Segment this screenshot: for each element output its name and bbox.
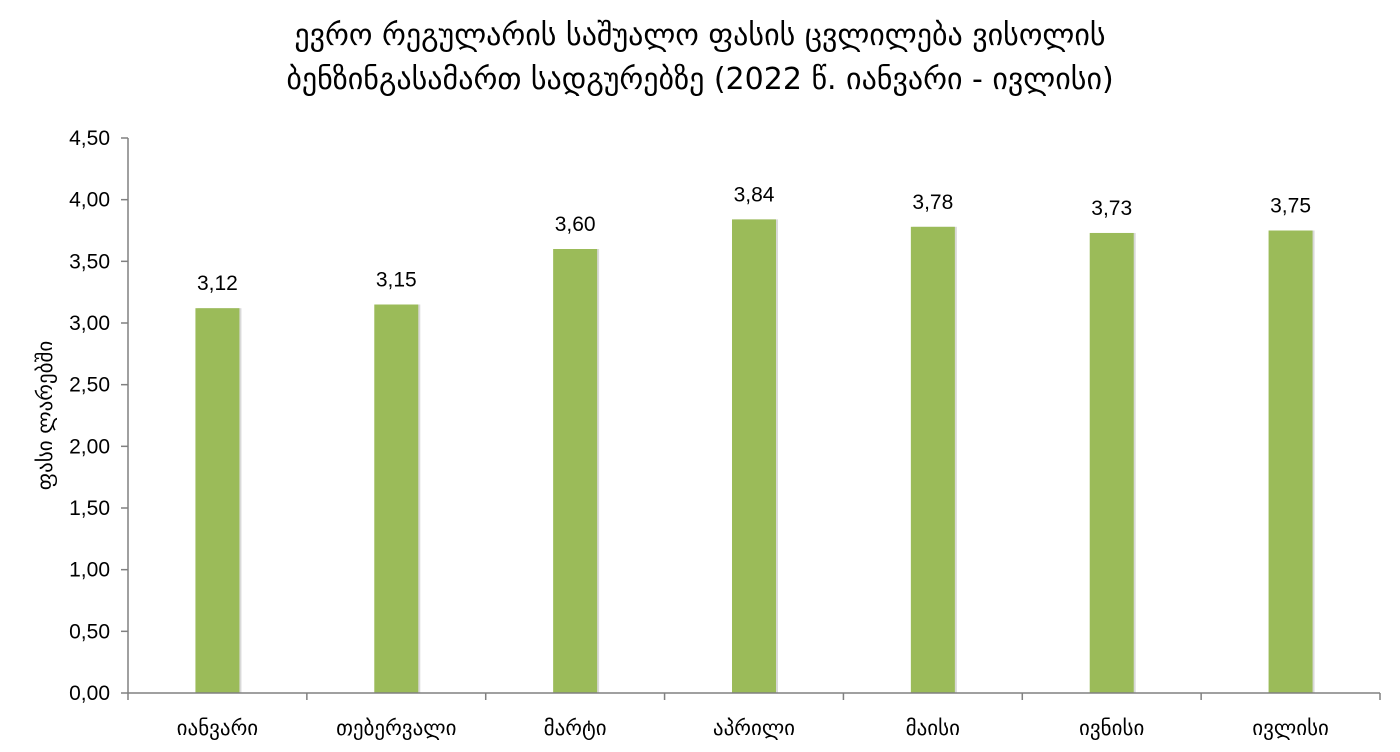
y-tick-label: 3,00 [69,312,110,335]
data-label: 3,78 [912,191,953,214]
category-label: მაისი [906,716,960,740]
bars: 3,12 3,15 3,60 3,84 3,78 3,73 3,75 [195,183,1315,694]
category-label: იანვარი [177,716,259,740]
chart-title: ევრო რეგულარის საშუალო ფასის ცვლილება ვი… [0,14,1400,102]
y-tick-label: 1,00 [69,559,110,582]
bar [374,304,419,693]
category-label: ივლისი [1252,716,1329,740]
data-label: 3,60 [555,213,596,236]
y-tick-label: 0,00 [69,682,110,705]
y-axis: 0,00 0,50 1,00 1,50 2,00 2,50 3,00 3,50 4,00 4,50 [69,127,129,705]
y-axis-label: ფასი ლარებში [33,341,57,491]
bar [1268,230,1313,693]
bar [553,249,598,693]
data-label: 3,15 [376,269,417,292]
bar [910,226,955,694]
data-label: 3,73 [1091,197,1132,220]
category-label: ივნისი [1079,716,1144,740]
category-label: მარტი [544,716,607,740]
data-label: 3,84 [734,183,775,206]
data-label: 3,75 [1270,195,1311,218]
category-label: აპრილი [713,716,795,740]
y-tick-label: 1,50 [69,497,110,520]
bar [195,308,240,693]
y-tick-label: 0,50 [69,620,110,643]
bar [1089,232,1134,693]
category-label: თებერვალი [336,716,456,740]
y-tick-label: 2,00 [69,435,110,458]
chart-title-line-2: ბენზინგასამართ სადგურებზე (2022 წ. იანვა… [286,62,1114,97]
y-tick-label: 3,50 [69,250,110,273]
y-tick-label: 2,50 [69,374,110,397]
bar [732,219,776,693]
chart-title-line-1: ევრო რეგულარის საშუალო ფასის ცვლილება ვი… [294,18,1106,53]
data-label: 3,12 [197,272,238,295]
y-tick-label: 4,00 [69,189,110,212]
y-tick-label: 4,50 [69,127,110,150]
x-axis: იანვარი თებერვალი მარტი აპრილი მაისი ივნისი ივ… [127,692,1381,740]
